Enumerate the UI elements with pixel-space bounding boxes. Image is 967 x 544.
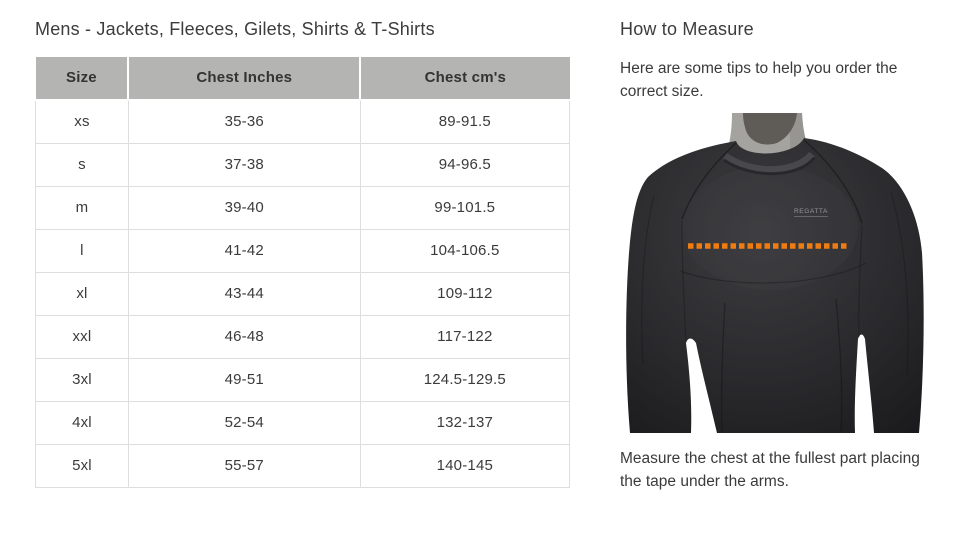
chest-cm-cell: 94-96.5 bbox=[359, 142, 571, 187]
size-cell: l bbox=[35, 228, 129, 273]
size-chart-section: Mens - Jackets, Fleeces, Gilets, Shirts … bbox=[35, 18, 571, 494]
chest-inches-cell: 39-40 bbox=[127, 185, 361, 230]
chest-inches-cell: 37-38 bbox=[127, 142, 361, 187]
chest-inches-cell: 46-48 bbox=[127, 314, 361, 359]
col-header-chest-cm: Chest cm's bbox=[359, 56, 570, 101]
shirt-seams bbox=[641, 139, 909, 433]
chest-inches-cell: 55-57 bbox=[127, 443, 361, 488]
baselayer-shirt: REGATTA bbox=[626, 138, 924, 433]
brand-logo-text: REGATTA bbox=[794, 208, 828, 215]
size-cell: s bbox=[35, 142, 129, 187]
chest-inches-cell: 35-36 bbox=[127, 99, 361, 144]
chest-inches-cell: 49-51 bbox=[127, 357, 361, 402]
size-cell: xs bbox=[35, 99, 129, 144]
measure-caption-text: Measure the chest at the fullest part pl… bbox=[620, 450, 920, 491]
table-row: xs 35-36 89-91.5 bbox=[35, 99, 571, 144]
table-row: 5xl 55-57 140-145 bbox=[35, 443, 571, 488]
measurement-photo-illustration: REGATTA bbox=[626, 113, 924, 433]
table-row: s 37-38 94-96.5 bbox=[35, 142, 571, 187]
chest-cm-cell: 124.5-129.5 bbox=[359, 357, 571, 402]
table-row: m 39-40 99-101.5 bbox=[35, 185, 571, 230]
chest-inches-cell: 41-42 bbox=[127, 228, 361, 273]
size-table-header: Size Chest Inches Chest cm's bbox=[35, 56, 570, 101]
size-cell: 4xl bbox=[35, 400, 129, 445]
measurement-photo: REGATTA bbox=[620, 113, 950, 433]
chest-cm-cell: 109-112 bbox=[359, 271, 571, 316]
measure-intro-text: Here are some tips to help you order the… bbox=[620, 59, 898, 100]
col-header-chest-inches: Chest Inches bbox=[127, 56, 361, 101]
chest-cm-cell: 89-91.5 bbox=[359, 99, 571, 144]
size-cell: 3xl bbox=[35, 357, 129, 402]
chest-cm-cell: 117-122 bbox=[359, 314, 571, 359]
chest-inches-cell: 43-44 bbox=[127, 271, 361, 316]
table-row: l 41-42 104-106.5 bbox=[35, 228, 571, 273]
size-table: Size Chest Inches Chest cm's xs 35-36 89… bbox=[35, 56, 571, 488]
table-row: 4xl 52-54 132-137 bbox=[35, 400, 571, 445]
table-row: 3xl 49-51 124.5-129.5 bbox=[35, 357, 571, 402]
size-cell: xxl bbox=[35, 314, 129, 359]
chest-cm-cell: 132-137 bbox=[359, 400, 571, 445]
how-to-measure-title: How to Measure bbox=[620, 19, 754, 39]
chest-cm-cell: 104-106.5 bbox=[359, 228, 571, 273]
size-guide-page: Mens - Jackets, Fleeces, Gilets, Shirts … bbox=[35, 18, 952, 494]
size-cell: m bbox=[35, 185, 129, 230]
chest-inches-cell: 52-54 bbox=[127, 400, 361, 445]
size-cell: 5xl bbox=[35, 443, 129, 488]
size-chart-title: Mens - Jackets, Fleeces, Gilets, Shirts … bbox=[35, 19, 435, 39]
how-to-measure-section: How to Measure Here are some tips to hel… bbox=[620, 18, 952, 494]
chest-cm-cell: 140-145 bbox=[359, 443, 571, 488]
chest-cm-cell: 99-101.5 bbox=[359, 185, 571, 230]
size-cell: xl bbox=[35, 271, 129, 316]
collar bbox=[722, 151, 816, 176]
brand-logo-underline bbox=[794, 216, 828, 217]
table-row: xxl 46-48 117-122 bbox=[35, 314, 571, 359]
table-row: xl 43-44 109-112 bbox=[35, 271, 571, 316]
col-header-size: Size bbox=[35, 56, 129, 101]
